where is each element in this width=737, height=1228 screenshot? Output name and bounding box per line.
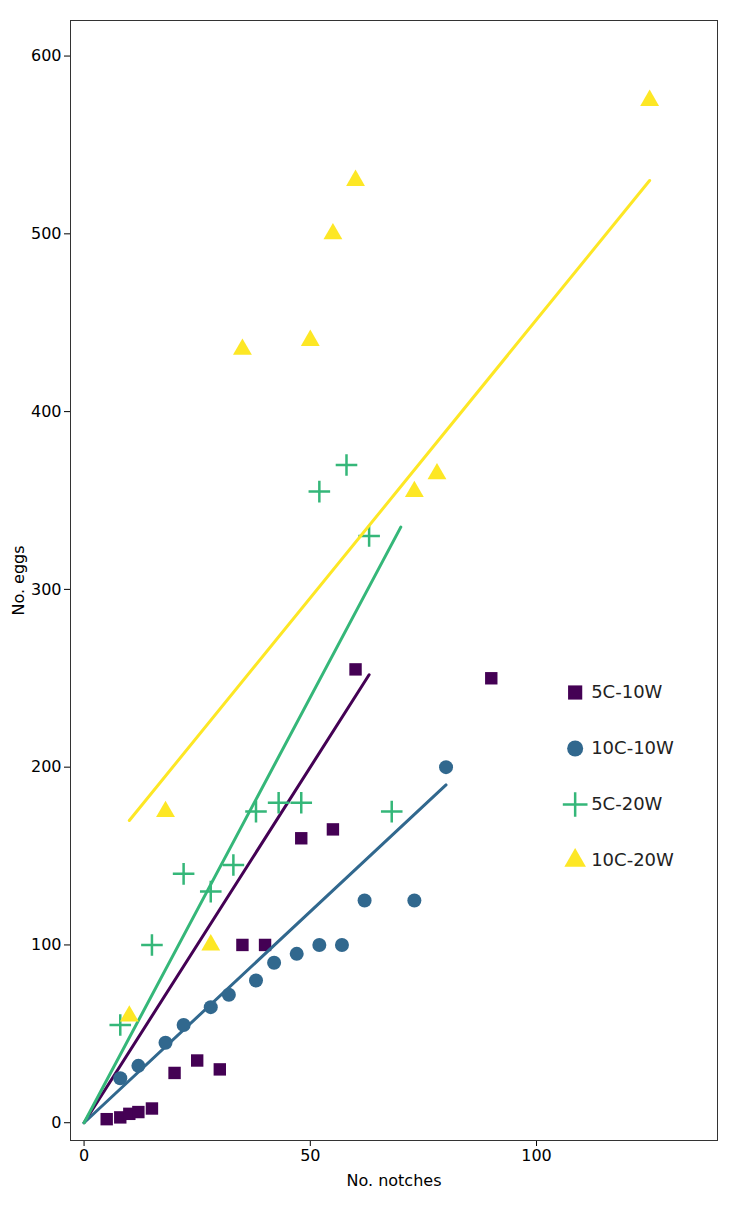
svg-text:400: 400 [31, 402, 62, 421]
svg-text:100: 100 [521, 1146, 552, 1165]
svg-text:No. notches: No. notches [347, 1171, 442, 1190]
svg-text:600: 600 [31, 46, 62, 65]
svg-text:5C-10W: 5C-10W [591, 681, 662, 702]
svg-text:300: 300 [31, 580, 62, 599]
svg-text:10C-10W: 10C-10W [591, 737, 674, 758]
svg-text:0: 0 [51, 1113, 61, 1132]
svg-text:10C-20W: 10C-20W [591, 849, 674, 870]
svg-text:No. eggs: No. eggs [9, 545, 28, 615]
svg-text:0: 0 [79, 1146, 89, 1165]
svg-text:200: 200 [31, 757, 62, 776]
svg-text:500: 500 [31, 224, 62, 243]
svg-text:5C-20W: 5C-20W [591, 793, 662, 814]
svg-text:100: 100 [31, 935, 62, 954]
svg-text:50: 50 [300, 1146, 320, 1165]
